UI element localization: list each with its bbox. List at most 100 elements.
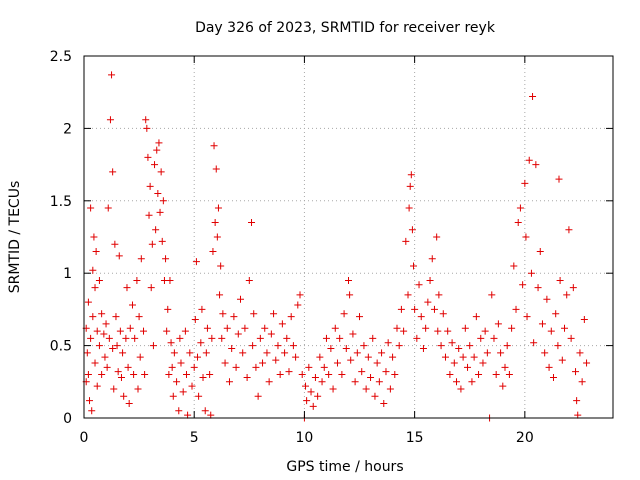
data-point <box>450 359 458 367</box>
data-point <box>461 324 469 332</box>
data-point <box>202 349 210 357</box>
data-point <box>580 316 588 324</box>
data-point <box>89 313 97 321</box>
data-point <box>110 385 118 393</box>
data-point <box>208 334 216 342</box>
data-point <box>103 363 111 371</box>
x-tick-label: 15 <box>406 430 424 446</box>
data-point <box>109 344 117 352</box>
data-point <box>411 305 419 313</box>
data-point <box>490 334 498 342</box>
data-point <box>549 373 557 381</box>
data-point <box>296 291 304 299</box>
data-point <box>212 165 220 173</box>
data-point <box>307 388 315 396</box>
data-point <box>554 342 562 350</box>
data-point <box>98 371 106 379</box>
data-point <box>516 204 524 212</box>
data-point <box>384 339 392 347</box>
data-point <box>87 334 95 342</box>
data-point <box>83 349 91 357</box>
data-point <box>167 339 175 347</box>
data-point <box>93 327 101 335</box>
data-point <box>333 359 341 367</box>
data-point <box>530 339 538 347</box>
data-point <box>188 382 196 390</box>
data-point <box>492 371 500 379</box>
data-point <box>87 204 95 212</box>
data-point <box>162 255 170 263</box>
data-point <box>433 233 441 241</box>
data-point <box>95 276 103 284</box>
data-point <box>408 226 416 234</box>
data-point <box>95 342 103 350</box>
data-point <box>364 353 372 361</box>
data-point <box>529 93 537 101</box>
data-point <box>573 397 581 405</box>
data-point <box>122 334 130 342</box>
data-point <box>116 327 124 335</box>
data-point <box>155 139 163 147</box>
data-point <box>415 281 423 289</box>
data-point <box>106 116 114 124</box>
data-point <box>389 353 397 361</box>
data-point <box>182 371 190 379</box>
data-point <box>543 295 551 303</box>
data-point <box>567 334 575 342</box>
data-point <box>157 168 165 176</box>
data-point <box>419 344 427 352</box>
data-point <box>184 411 192 419</box>
data-point <box>556 276 564 284</box>
data-point <box>358 368 366 376</box>
y-tick-label: 1.5 <box>50 194 72 210</box>
data-point <box>391 371 399 379</box>
data-point <box>209 247 217 255</box>
data-point <box>521 179 529 187</box>
data-point <box>140 327 148 335</box>
data-point <box>206 371 214 379</box>
data-point <box>316 353 324 361</box>
data-point <box>362 385 370 393</box>
data-point <box>402 237 410 245</box>
data-point <box>141 371 149 379</box>
data-point <box>142 116 150 124</box>
data-point <box>192 258 200 266</box>
data-point <box>406 182 414 190</box>
data-point <box>136 353 144 361</box>
data-point <box>558 356 566 364</box>
data-point <box>395 342 403 350</box>
data-point <box>153 146 161 154</box>
data-point <box>125 400 133 408</box>
plot-frame <box>83 55 614 419</box>
data-point <box>466 342 474 350</box>
data-point <box>422 324 430 332</box>
data-point <box>523 313 531 321</box>
data-point <box>457 385 465 393</box>
data-point <box>219 310 227 318</box>
data-point <box>555 175 563 183</box>
data-point <box>311 373 319 381</box>
data-point <box>101 353 109 361</box>
data-point <box>221 359 229 367</box>
data-point <box>561 324 569 332</box>
data-point <box>514 219 522 227</box>
data-point <box>149 342 157 350</box>
data-point <box>283 334 291 342</box>
data-point <box>410 262 418 270</box>
data-point <box>497 349 505 357</box>
data-point <box>223 324 231 332</box>
data-point <box>499 382 507 390</box>
data-point <box>236 295 244 303</box>
data-point <box>375 378 383 386</box>
data-point <box>119 349 127 357</box>
data-point <box>545 363 553 371</box>
data-point <box>230 313 238 321</box>
data-point <box>117 373 125 381</box>
data-point <box>254 392 262 400</box>
data-point <box>437 342 445 350</box>
data-point <box>320 363 328 371</box>
data-point <box>393 324 401 332</box>
data-point <box>177 359 185 367</box>
data-point <box>93 382 101 390</box>
